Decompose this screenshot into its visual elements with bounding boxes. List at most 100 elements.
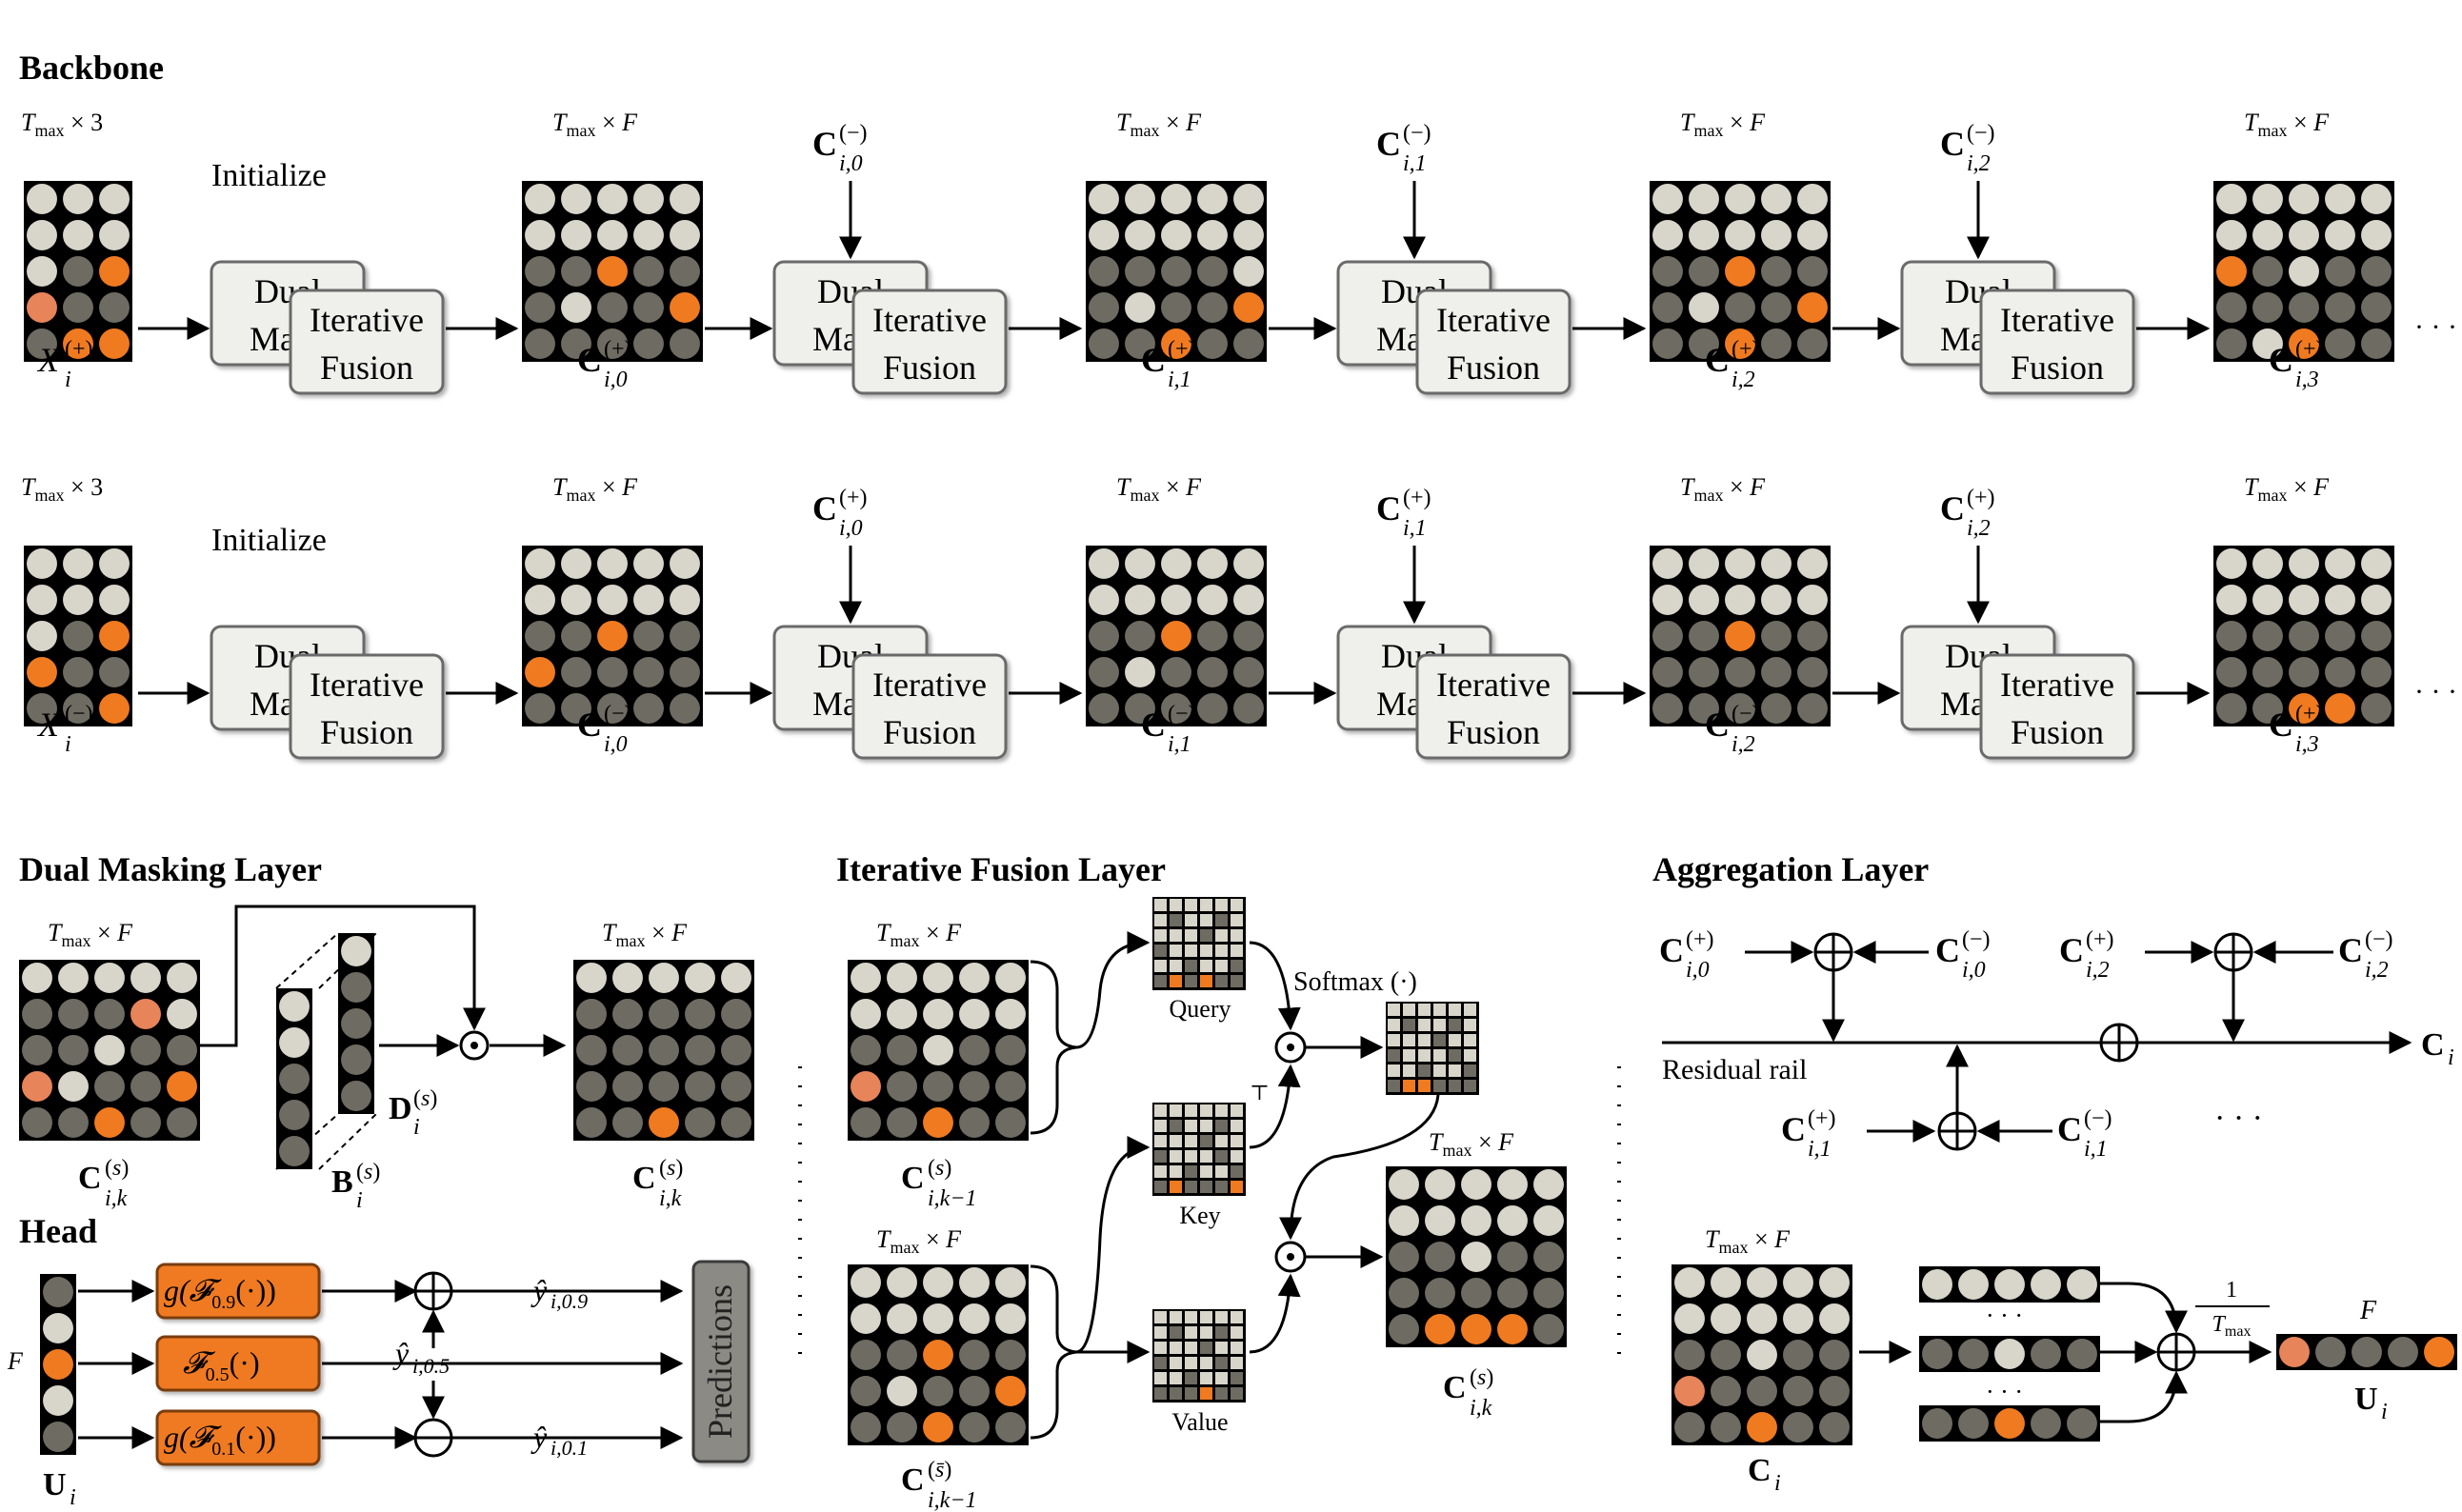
fusion-output-label: C (s) i,k — [1443, 1365, 1493, 1421]
dual-mask-output-matrix — [573, 960, 754, 1141]
svg-text:X: X — [36, 706, 61, 744]
matrix-cell — [1819, 1376, 1850, 1406]
matrix-cell — [1215, 1342, 1228, 1354]
matrix-cell — [27, 184, 57, 214]
svg-text:(+): (+) — [1731, 337, 1760, 362]
matrix-cell — [2289, 184, 2319, 214]
matrix-cell — [1652, 657, 1683, 687]
head-output-q09: ŷ i,0.9 — [530, 1273, 588, 1313]
matrix-cell — [1161, 657, 1191, 687]
matrix-cell — [1215, 914, 1228, 926]
matrix-cell — [561, 548, 591, 579]
matrix-cell — [1819, 1267, 1850, 1298]
svg-text:Tmax × 3: Tmax × 3 — [21, 109, 103, 140]
matrix-cell — [1089, 585, 1119, 615]
backbone-row-negative: Tmax × 3X (−)iInitializeDualMaskIterative… — [21, 473, 2457, 760]
svg-text:Tmax × F: Tmax × F — [1116, 109, 1202, 140]
matrix-cell — [27, 585, 57, 615]
matrix-cell — [130, 1071, 161, 1102]
svg-text:i,3: i,3 — [2295, 732, 2319, 757]
matrix-cell — [597, 657, 628, 687]
matrix-cell — [1689, 657, 1719, 687]
matrix-cell — [1089, 657, 1119, 687]
svg-text:C: C — [577, 706, 602, 744]
matrix-cell — [1797, 585, 1828, 615]
initialize-fusion-block: Iterative Fusion — [289, 288, 445, 395]
matrix-cell — [1185, 1165, 1197, 1178]
matrix-cell — [1674, 1340, 1705, 1370]
matrix-cell — [1215, 975, 1228, 987]
fusion-input-bottom-matrix — [848, 1264, 1029, 1445]
svg-text:Tmax × F: Tmax × F — [1429, 1128, 1514, 1160]
svg-text:i,2: i,2 — [2365, 958, 2389, 983]
matrix-cell — [1089, 256, 1119, 287]
matrix-cell — [1783, 1267, 1813, 1298]
matrix-cell — [959, 963, 990, 993]
matrix-cell — [1215, 1165, 1228, 1178]
predictions-box: Predictions — [691, 1260, 751, 1463]
svg-text:Tmax × F: Tmax × F — [2244, 109, 2330, 140]
svg-text:Fusion: Fusion — [2011, 348, 2104, 387]
matrix-cell — [887, 963, 917, 993]
svg-text:(−): (−) — [1168, 702, 1196, 726]
svg-text:(−): (−) — [1962, 927, 1991, 952]
matrix-cell — [63, 220, 93, 250]
row-vector-top — [1919, 1266, 2100, 1303]
dual-mask-dim-in: Tmax × F — [48, 919, 133, 950]
svg-text:Iterative: Iterative — [310, 301, 424, 339]
matrix-cell — [995, 1303, 1026, 1334]
svg-text:(−): (−) — [65, 702, 93, 726]
matrix-cell — [1170, 1104, 1182, 1117]
aggregation-dim: Tmax × F — [1705, 1225, 1791, 1257]
matrix-cell — [99, 693, 130, 724]
matrix-cell — [1711, 1412, 1741, 1442]
matrix-cell — [1200, 899, 1212, 911]
matrix-cell — [633, 256, 664, 287]
matrix-cell — [1170, 1387, 1182, 1400]
matrix-cell — [649, 999, 679, 1029]
head-input-vector-grid — [40, 1274, 76, 1455]
matrix-cell — [27, 292, 57, 323]
matrix-cell — [341, 1081, 371, 1111]
matrix-cell — [1161, 256, 1191, 287]
matrix-cell — [561, 220, 591, 250]
svg-text:Tmax × F: Tmax × F — [602, 919, 688, 950]
matrix-cell — [63, 585, 93, 615]
matrix-cell — [1797, 657, 1828, 687]
matrix-cell — [279, 1136, 310, 1166]
matrix-cell — [94, 1107, 125, 1138]
svg-text:i,1: i,1 — [1403, 151, 1427, 176]
matrix-cell — [1403, 1034, 1415, 1046]
matrix-cell — [1461, 1314, 1491, 1344]
matrix-cell — [2289, 328, 2319, 359]
matrix-cell — [576, 999, 607, 1029]
matrix-cell — [2289, 657, 2319, 687]
matrix-cell — [1797, 220, 1828, 250]
svg-text:C: C — [1940, 125, 1965, 163]
matrix-cell — [649, 1107, 679, 1138]
query-grid — [1152, 897, 1246, 990]
matrix-cell — [1497, 1242, 1528, 1272]
matrix-cell — [561, 256, 591, 287]
fusion-dim-top: Tmax × F — [876, 919, 962, 950]
matrix-cell — [612, 1071, 643, 1102]
matrix-cell — [1185, 1326, 1197, 1339]
backbone-input-matrix — [24, 181, 132, 362]
matrix-cell — [1652, 220, 1683, 250]
matrix-cell — [670, 657, 700, 687]
matrix-cell — [1089, 184, 1119, 214]
svg-text:(−): (−) — [604, 702, 632, 726]
matrix-cell — [27, 328, 57, 359]
matrix-cell — [1170, 1311, 1182, 1323]
matrix-cell — [597, 585, 628, 615]
matrix-cell — [1652, 621, 1683, 651]
matrix-cell — [279, 1100, 310, 1130]
matrix-cell — [1200, 1135, 1212, 1147]
svg-text:C: C — [2059, 931, 2084, 969]
matrix-cell — [1200, 1311, 1212, 1323]
matrix-cell — [2216, 220, 2247, 250]
matrix-cell — [649, 963, 679, 993]
matrix-cell — [1231, 914, 1243, 926]
matrix-cell — [1170, 1372, 1182, 1384]
svg-text:i,k: i,k — [659, 1186, 682, 1211]
